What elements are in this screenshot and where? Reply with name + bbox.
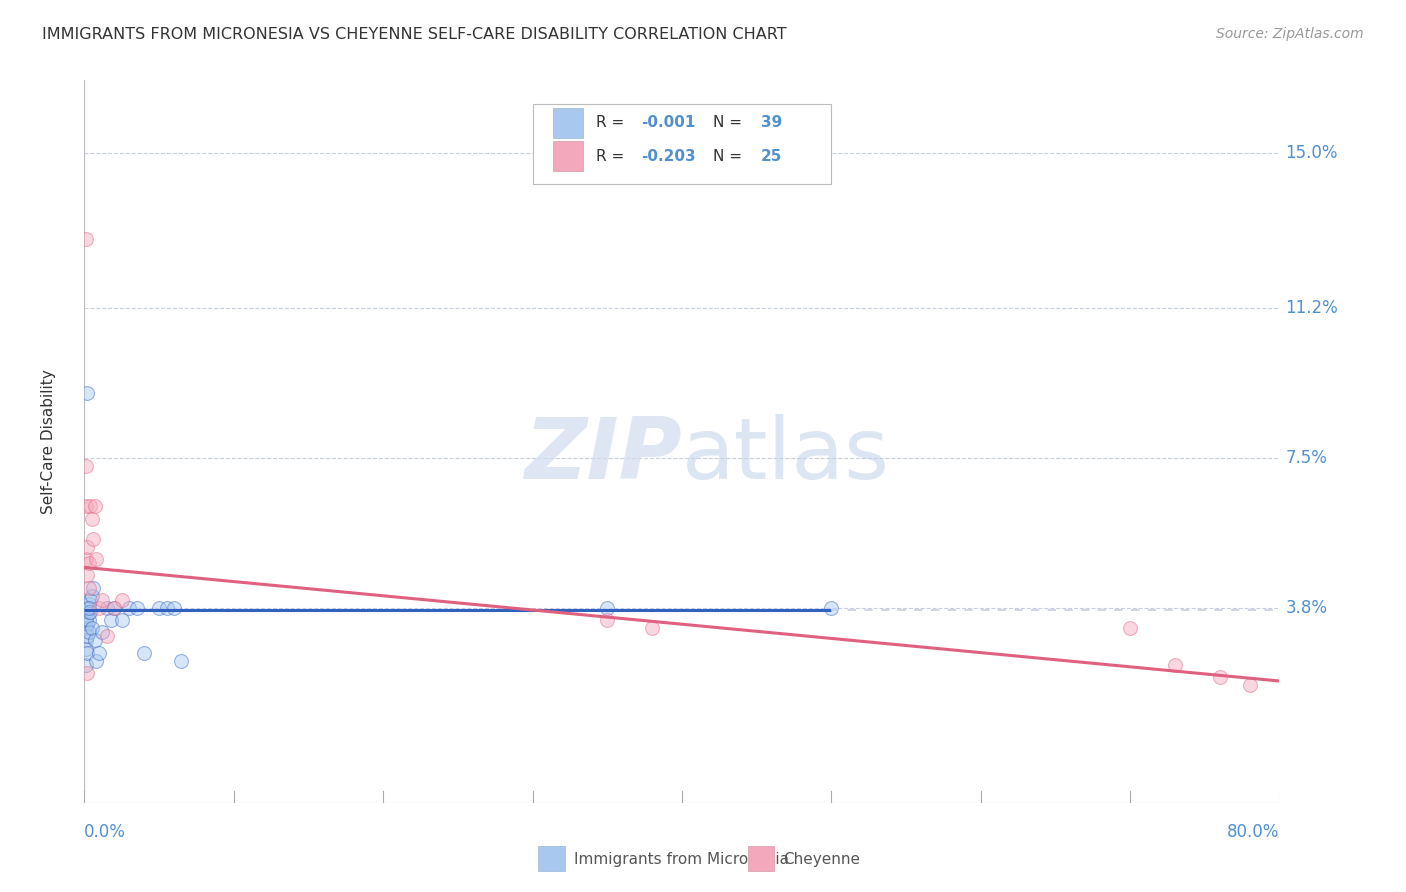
Point <box>132 646 156 660</box>
Point <box>83 500 105 514</box>
Point <box>148 601 170 615</box>
Point <box>75 552 97 566</box>
Point <box>80 511 103 525</box>
Point <box>79 605 101 619</box>
Point <box>96 629 118 643</box>
Point <box>76 568 98 582</box>
Point <box>79 500 101 514</box>
Point <box>76 629 98 643</box>
Point <box>75 500 97 514</box>
Point <box>86 552 108 566</box>
FancyBboxPatch shape <box>553 108 582 138</box>
Point <box>100 613 122 627</box>
Text: 15.0%: 15.0% <box>1285 145 1339 162</box>
Text: 11.2%: 11.2% <box>1285 299 1339 317</box>
Text: N =: N = <box>713 149 747 163</box>
Point <box>76 385 98 400</box>
Point <box>82 532 104 546</box>
Point <box>91 625 114 640</box>
Point <box>75 633 97 648</box>
Point <box>76 601 98 615</box>
Text: 3.8%: 3.8% <box>1285 599 1327 617</box>
Point <box>103 601 125 615</box>
Point <box>96 601 118 615</box>
Point <box>111 592 134 607</box>
Text: Self-Care Disability: Self-Care Disability <box>41 369 56 514</box>
Point <box>596 601 619 615</box>
Text: 39: 39 <box>761 115 782 130</box>
Point <box>76 609 98 624</box>
Text: 80.0%: 80.0% <box>1227 823 1279 841</box>
Point <box>76 646 98 660</box>
FancyBboxPatch shape <box>538 847 565 871</box>
Point <box>86 654 108 668</box>
Text: Cheyenne: Cheyenne <box>783 852 860 867</box>
Point <box>82 581 104 595</box>
Point <box>75 641 97 656</box>
Point <box>1164 657 1187 672</box>
Point <box>75 605 97 619</box>
Text: R =: R = <box>596 149 628 163</box>
Point <box>77 605 100 619</box>
Point <box>641 621 664 635</box>
Text: 7.5%: 7.5% <box>1285 449 1327 467</box>
Text: IMMIGRANTS FROM MICRONESIA VS CHEYENNE SELF-CARE DISABILITY CORRELATION CHART: IMMIGRANTS FROM MICRONESIA VS CHEYENNE S… <box>42 27 787 42</box>
Point <box>91 592 114 607</box>
Text: atlas: atlas <box>682 415 890 498</box>
Text: N =: N = <box>713 115 747 130</box>
Text: 25: 25 <box>761 149 782 163</box>
Point <box>75 613 97 627</box>
Point <box>596 613 619 627</box>
Point <box>75 231 97 245</box>
Text: -0.001: -0.001 <box>641 115 696 130</box>
Point <box>1209 670 1232 684</box>
Point <box>79 592 101 607</box>
Point <box>77 581 100 595</box>
Point <box>89 601 111 615</box>
Point <box>89 646 111 660</box>
Point <box>75 458 97 473</box>
Text: Immigrants from Micronesia: Immigrants from Micronesia <box>575 852 789 867</box>
Text: -0.203: -0.203 <box>641 149 696 163</box>
Point <box>170 654 193 668</box>
Point <box>1119 621 1142 635</box>
Point <box>820 601 842 615</box>
Point <box>125 601 148 615</box>
Point <box>1239 678 1261 692</box>
Point <box>111 613 134 627</box>
Point <box>118 601 141 615</box>
Point <box>75 657 97 672</box>
Point <box>77 613 100 627</box>
Point <box>163 601 186 615</box>
Point <box>80 589 103 603</box>
Point <box>103 601 125 615</box>
Point <box>75 621 97 635</box>
Text: Source: ZipAtlas.com: Source: ZipAtlas.com <box>1216 27 1364 41</box>
Point <box>80 621 103 635</box>
Point <box>83 633 105 648</box>
FancyBboxPatch shape <box>553 141 582 171</box>
FancyBboxPatch shape <box>748 847 773 871</box>
Text: R =: R = <box>596 115 628 130</box>
Point <box>77 557 100 571</box>
Point <box>77 625 100 640</box>
Text: 0.0%: 0.0% <box>84 823 127 841</box>
FancyBboxPatch shape <box>533 104 831 184</box>
Point <box>76 665 98 680</box>
Point <box>77 601 100 615</box>
Point <box>155 601 177 615</box>
Point <box>76 540 98 554</box>
Text: ZIP: ZIP <box>524 415 682 498</box>
Point <box>76 617 98 632</box>
Point <box>77 597 100 611</box>
